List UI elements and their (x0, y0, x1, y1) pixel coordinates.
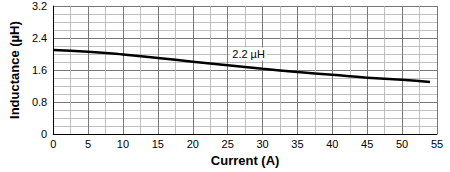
svg-text:2.4: 2.4 (32, 32, 47, 44)
svg-text:45: 45 (361, 138, 373, 150)
svg-text:15: 15 (152, 138, 164, 150)
svg-text:1.6: 1.6 (32, 64, 47, 76)
svg-text:0: 0 (50, 138, 56, 150)
svg-text:5: 5 (85, 138, 91, 150)
svg-text:3.2: 3.2 (32, 0, 47, 12)
svg-text:25: 25 (222, 138, 234, 150)
svg-text:Current (A): Current (A) (211, 153, 280, 168)
svg-text:10: 10 (117, 138, 129, 150)
svg-text:30: 30 (256, 138, 268, 150)
svg-text:55: 55 (431, 138, 443, 150)
svg-text:Inductance (µH): Inductance (µH) (7, 21, 22, 119)
svg-text:20: 20 (187, 138, 199, 150)
svg-text:35: 35 (291, 138, 303, 150)
svg-text:0.8: 0.8 (32, 96, 47, 108)
svg-text:40: 40 (326, 138, 338, 150)
svg-text:0: 0 (41, 128, 47, 140)
svg-text:50: 50 (396, 138, 408, 150)
svg-text:2.2 µH: 2.2 µH (232, 48, 265, 60)
